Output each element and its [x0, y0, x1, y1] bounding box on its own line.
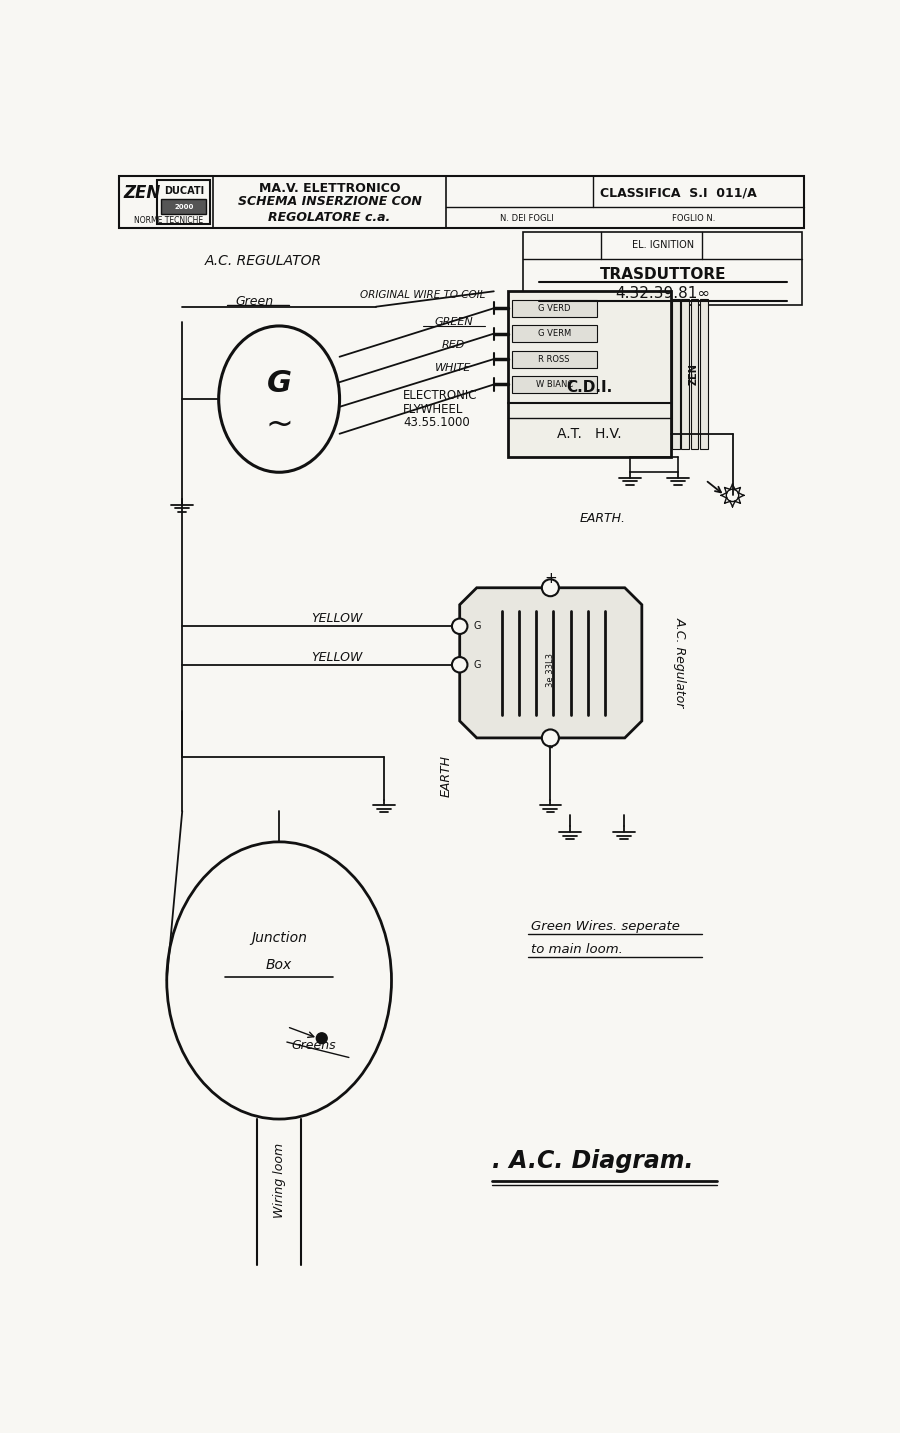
- Text: 43.55.1000: 43.55.1000: [403, 417, 470, 430]
- Text: W BIANC: W BIANC: [536, 380, 573, 388]
- Circle shape: [452, 658, 467, 672]
- Text: Greens: Greens: [292, 1039, 337, 1052]
- Text: Green Wires. seperate: Green Wires. seperate: [531, 920, 680, 933]
- Bar: [681, 299, 689, 449]
- Text: DUCATI: DUCATI: [164, 186, 204, 196]
- Text: RED: RED: [442, 340, 465, 350]
- Text: SCHEMA INSERZIONE CON: SCHEMA INSERZIONE CON: [238, 195, 421, 208]
- Text: Box: Box: [266, 959, 292, 972]
- Bar: [690, 299, 698, 449]
- Bar: [672, 299, 680, 449]
- Text: EARTH: EARTH: [439, 755, 452, 797]
- Circle shape: [316, 1033, 328, 1043]
- Text: NORME TECNICHE: NORME TECNICHE: [134, 216, 202, 225]
- Bar: [523, 232, 802, 305]
- Text: +: +: [544, 570, 557, 586]
- Text: ZEN: ZEN: [688, 363, 698, 384]
- Text: FLYWHEEL: FLYWHEEL: [403, 403, 464, 416]
- Text: EARTH.: EARTH.: [580, 512, 626, 524]
- Text: 2000: 2000: [174, 203, 194, 209]
- Text: ELECTRONIC: ELECTRONIC: [403, 388, 478, 401]
- Bar: [161, 199, 206, 215]
- Text: N. DEI FOGLI: N. DEI FOGLI: [500, 215, 554, 224]
- Text: Wiring loom: Wiring loom: [273, 1144, 285, 1218]
- Bar: [158, 179, 210, 225]
- Text: to main loom.: to main loom.: [531, 943, 623, 956]
- Ellipse shape: [219, 325, 339, 473]
- Text: MA.V. ELETTRONICO: MA.V. ELETTRONICO: [259, 182, 400, 195]
- Bar: [511, 325, 597, 342]
- Circle shape: [726, 489, 739, 502]
- Text: TRASDUTTORE: TRASDUTTORE: [599, 267, 726, 282]
- Text: Junction: Junction: [251, 931, 307, 946]
- Text: 3e 33L3: 3e 33L3: [546, 653, 555, 688]
- Text: C.D.I.: C.D.I.: [566, 380, 612, 396]
- Text: REGOLATORE c.a.: REGOLATORE c.a.: [268, 211, 391, 224]
- Text: CLASSIFICA  S.I  011/A: CLASSIFICA S.I 011/A: [600, 186, 757, 199]
- Bar: [511, 299, 597, 317]
- Text: R ROSS: R ROSS: [538, 354, 570, 364]
- Bar: [511, 351, 597, 367]
- Bar: [508, 291, 670, 457]
- Bar: [119, 176, 804, 228]
- Text: YELLOW: YELLOW: [311, 651, 363, 663]
- Text: Green: Green: [235, 295, 274, 308]
- Bar: [511, 375, 597, 393]
- Text: GREEN: GREEN: [434, 317, 473, 327]
- Text: FOGLIO N.: FOGLIO N.: [672, 215, 716, 224]
- Text: A.C. Regulator: A.C. Regulator: [674, 618, 687, 708]
- Text: G VERD: G VERD: [538, 304, 571, 312]
- Circle shape: [542, 579, 559, 596]
- Text: 4.32.39.81∞: 4.32.39.81∞: [616, 287, 710, 301]
- Circle shape: [542, 729, 559, 747]
- Text: . A.C. Diagram.: . A.C. Diagram.: [492, 1149, 694, 1174]
- Text: WHITE: WHITE: [436, 364, 472, 374]
- Bar: [700, 299, 707, 449]
- Text: A.T.   H.V.: A.T. H.V.: [557, 427, 621, 441]
- Text: EL. IGNITION: EL. IGNITION: [632, 241, 694, 251]
- Text: G: G: [473, 622, 481, 632]
- Text: G VERM: G VERM: [537, 330, 571, 338]
- Ellipse shape: [166, 841, 392, 1119]
- Text: -: -: [547, 739, 553, 755]
- Text: YELLOW: YELLOW: [311, 612, 363, 625]
- Circle shape: [452, 619, 467, 633]
- Text: ZEN: ZEN: [123, 183, 160, 202]
- Text: G: G: [266, 370, 292, 398]
- Text: A.C. REGULATOR: A.C. REGULATOR: [205, 254, 322, 268]
- Text: ~: ~: [266, 407, 293, 440]
- Polygon shape: [460, 588, 642, 738]
- Text: G: G: [473, 659, 481, 669]
- Text: ORIGINAL WIRE TO COIL: ORIGINAL WIRE TO COIL: [360, 289, 485, 299]
